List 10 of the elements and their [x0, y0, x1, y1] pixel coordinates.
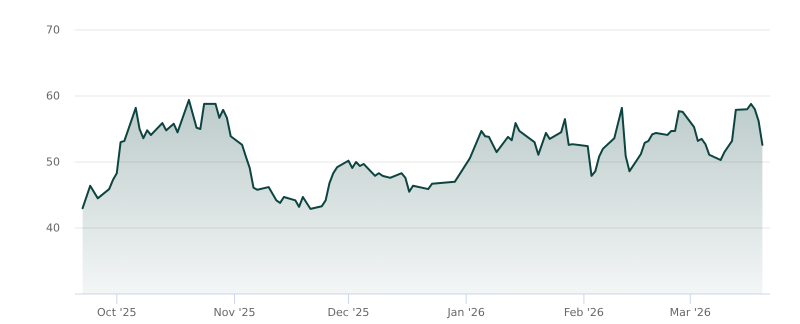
x-tick-label: Nov '25 [214, 306, 256, 319]
x-tick-label: Oct '25 [97, 306, 137, 319]
y-tick-label: 50 [46, 156, 60, 169]
y-tick-label: 40 [46, 222, 60, 235]
y-tick-label: 60 [46, 90, 60, 103]
x-tick-label: Dec '25 [328, 306, 370, 319]
x-tick-label: Mar '26 [670, 306, 711, 319]
x-tick-label: Jan '26 [446, 306, 485, 319]
x-tick-label: Feb '26 [564, 306, 604, 319]
y-tick-label: 70 [46, 24, 60, 37]
